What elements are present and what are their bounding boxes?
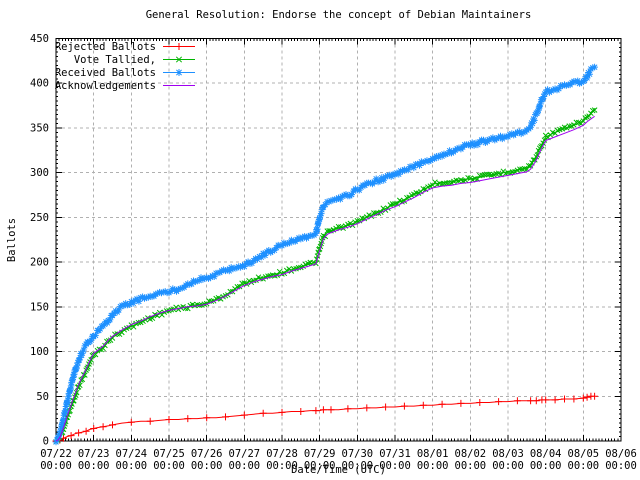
series-line	[56, 395, 595, 442]
x-tick-label-date: 07/24	[116, 448, 148, 460]
axis-ticks	[55, 38, 622, 442]
x-tick-label-date: 08/04	[530, 448, 562, 460]
legend-marker-sample	[175, 43, 183, 50]
x-tick-label-date: 07/25	[153, 448, 185, 460]
legend-label: Received Ballots	[55, 67, 156, 79]
x-tick-label-date: 07/31	[379, 448, 411, 460]
x-axis-label: Date/Time (UTC)	[291, 464, 386, 476]
legend-label: Rejected Ballots	[55, 41, 156, 53]
x-tick-label-time: 00:00	[40, 460, 72, 472]
x-tick-label-time: 00:00	[568, 460, 600, 472]
x-tick-label-time: 00:00	[455, 460, 487, 472]
y-tick-label: 300	[30, 167, 49, 179]
x-tick-label-date: 07/23	[78, 448, 110, 460]
x-tick-label-date: 07/27	[229, 448, 261, 460]
x-tick-label-time: 00:00	[266, 460, 298, 472]
x-tick-label-date: 07/29	[304, 448, 336, 460]
series-line	[55, 115, 595, 442]
chart-title: General Resolution: Endorse the concept …	[145, 9, 532, 21]
y-tick-label: 450	[30, 33, 49, 45]
x-tick-label-time: 00:00	[78, 460, 110, 472]
legend-marker-sample	[175, 69, 183, 76]
y-tick-label: 350	[30, 122, 49, 134]
x-tick-label-date: 08/02	[455, 448, 487, 460]
plot-border	[55, 38, 622, 442]
legend-item: Received Ballots	[55, 67, 195, 79]
x-tick-label-date: 08/05	[568, 448, 600, 460]
y-tick-label: 0	[43, 436, 49, 448]
x-tick-label-date: 07/22	[40, 448, 72, 460]
series-markers	[52, 392, 599, 445]
x-tick-label-date: 08/01	[417, 448, 449, 460]
legend-item: Acknowledgements	[55, 80, 195, 92]
series-acknowledgements	[55, 115, 595, 442]
series-rejected-ballots	[52, 392, 599, 445]
legend-item: Rejected Ballots	[55, 41, 195, 53]
y-tick-label: 50	[36, 391, 49, 403]
y-tick-label: 100	[30, 346, 49, 358]
x-tick-label-date: 07/26	[191, 448, 223, 460]
x-tick-label-time: 00:00	[417, 460, 449, 472]
tick-labels: 05010015020025030035040045007/2200:0007/…	[30, 33, 637, 472]
x-tick-label-time: 00:00	[379, 460, 411, 472]
x-tick-label-date: 07/30	[342, 448, 374, 460]
series-received-ballots	[52, 63, 598, 446]
x-tick-label-time: 00:00	[605, 460, 637, 472]
series-line	[55, 109, 595, 442]
y-tick-label: 200	[30, 257, 49, 269]
x-tick-label-time: 00:00	[492, 460, 524, 472]
series-line	[55, 66, 595, 442]
x-tick-label-time: 00:00	[153, 460, 185, 472]
x-tick-label-date: 08/03	[492, 448, 524, 460]
legend-item: Vote Tallied,	[74, 54, 195, 66]
x-tick-label-time: 00:00	[191, 460, 223, 472]
x-tick-label-date: 08/06	[605, 448, 637, 460]
legend-label: Acknowledgements	[55, 80, 156, 92]
x-tick-label-time: 00:00	[116, 460, 148, 472]
series-markers	[52, 63, 598, 446]
y-tick-label: 150	[30, 301, 49, 313]
series-vote-tallied	[53, 107, 598, 445]
y-tick-label: 400	[30, 78, 49, 90]
y-axis-label: Ballots	[6, 217, 18, 263]
grid-lines	[56, 38, 621, 441]
x-tick-label-date: 07/28	[266, 448, 298, 460]
y-tick-label: 250	[30, 212, 49, 224]
x-tick-label-time: 00:00	[342, 460, 374, 472]
x-tick-label-time: 00:00	[304, 460, 336, 472]
legend-marker-sample	[175, 56, 183, 63]
series-markers	[53, 107, 598, 445]
x-tick-label-time: 00:00	[229, 460, 261, 472]
legend-label: Vote Tallied,	[74, 54, 156, 66]
x-tick-label-time: 00:00	[530, 460, 562, 472]
